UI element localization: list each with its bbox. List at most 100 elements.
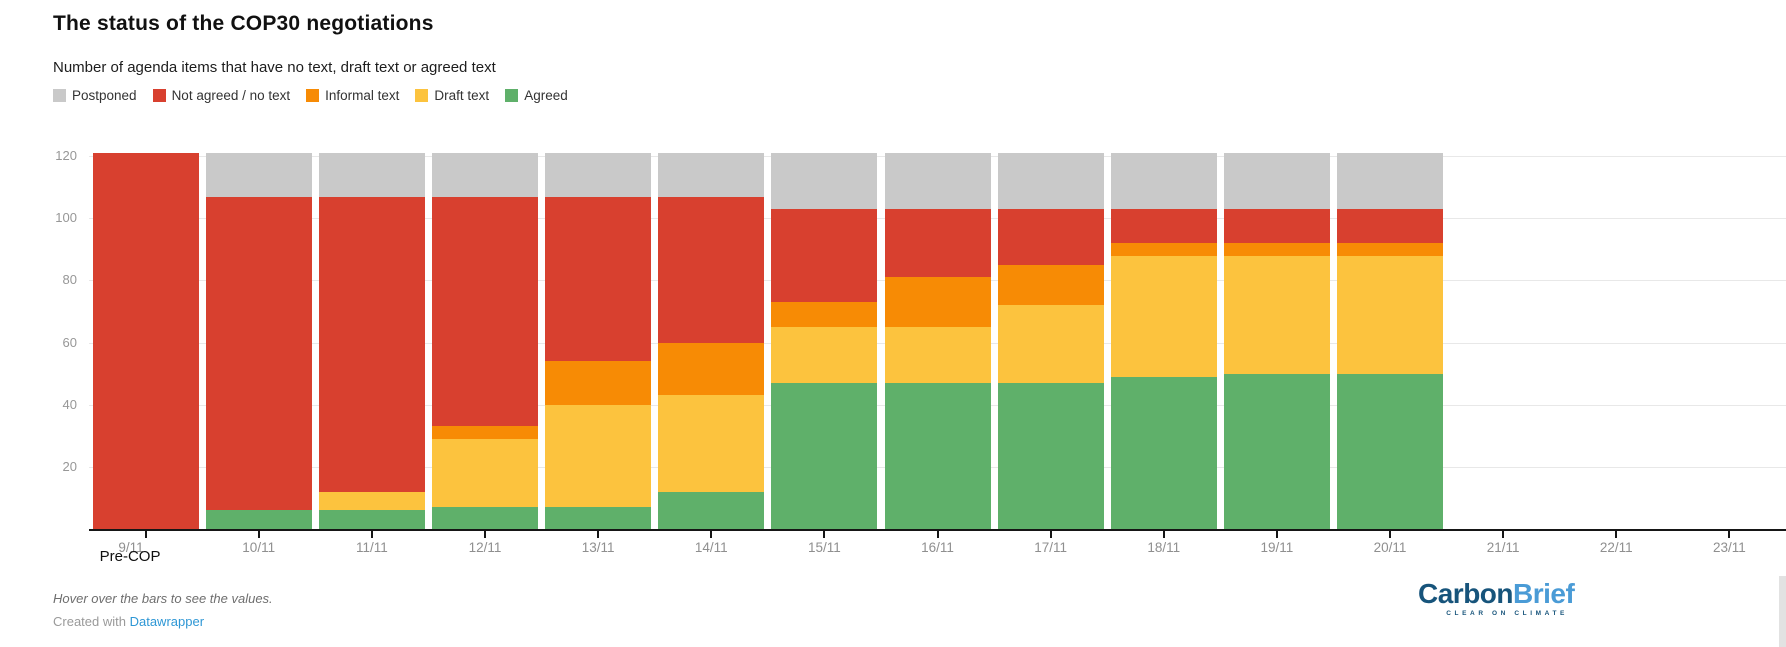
bar-segment-agreed[interactable]: [997, 382, 1104, 529]
bar-segment-informal-text[interactable]: [658, 342, 765, 396]
plot-area: 20 40 60 80 100 120: [0, 149, 1786, 529]
bar-segment-not-agreed-no-text[interactable]: [997, 208, 1104, 265]
bar-segment-not-agreed-no-text[interactable]: [318, 196, 425, 492]
x-tick: [1049, 531, 1052, 538]
x-tick: [597, 531, 600, 538]
y-tick-label: 40: [62, 396, 77, 412]
bar-segment-postponed[interactable]: [884, 153, 991, 209]
bar-segment-informal-text[interactable]: [545, 361, 652, 405]
bar-segment-postponed[interactable]: [205, 153, 312, 197]
x-tick-label: 13/11: [581, 540, 615, 555]
bar-segment-not-agreed-no-text[interactable]: [884, 208, 991, 278]
bar-segment-informal-text[interactable]: [1337, 243, 1444, 256]
bar-segment-postponed[interactable]: [545, 153, 652, 197]
bar-segment-not-agreed-no-text[interactable]: [92, 153, 199, 529]
legend-label: Not agreed / no text: [171, 88, 291, 103]
bar-segment-agreed[interactable]: [1223, 373, 1330, 529]
y-tick-label: 120: [55, 148, 77, 164]
logo-brief-text: Brief: [1513, 578, 1575, 609]
bar-segment-agreed[interactable]: [884, 382, 991, 529]
x-tick-label-precop: Pre-COP: [99, 548, 161, 565]
bar-segment-postponed[interactable]: [1223, 153, 1330, 209]
bar-segment-postponed[interactable]: [1337, 153, 1444, 209]
bar-column[interactable]: [884, 153, 991, 529]
x-tick: [144, 531, 147, 538]
bar-segment-not-agreed-no-text[interactable]: [771, 208, 878, 303]
bar-segment-not-agreed-no-text[interactable]: [1223, 208, 1330, 244]
bar-column[interactable]: [997, 153, 1104, 529]
bar-segment-postponed[interactable]: [431, 153, 538, 197]
bar-column[interactable]: [1337, 153, 1444, 529]
bar-column[interactable]: [205, 153, 312, 529]
bar-segment-draft-text[interactable]: [431, 438, 538, 508]
x-tick-label: 23/11: [1713, 540, 1746, 555]
legend-swatch: [53, 89, 66, 102]
bar-column[interactable]: [658, 153, 765, 529]
bar-segment-draft-text[interactable]: [771, 327, 878, 383]
x-tick-label: 15/11: [807, 540, 841, 555]
x-tick: [710, 531, 713, 538]
bar-column[interactable]: [771, 153, 878, 529]
bar-segment-not-agreed-no-text[interactable]: [545, 196, 652, 362]
x-tick: [1275, 531, 1278, 538]
bar-segment-not-agreed-no-text[interactable]: [205, 196, 312, 511]
legend-swatch: [505, 89, 519, 102]
bar-column[interactable]: [92, 153, 199, 529]
bar-segment-agreed[interactable]: [431, 507, 538, 529]
bar-segment-informal-text[interactable]: [997, 264, 1104, 306]
y-tick-label: 80: [62, 272, 77, 288]
x-tick-label: 10/11: [242, 540, 276, 555]
bar-segment-informal-text[interactable]: [431, 426, 538, 439]
bar-segment-agreed[interactable]: [1110, 376, 1217, 529]
bar-segment-draft-text[interactable]: [1110, 255, 1217, 377]
bar-segment-draft-text[interactable]: [997, 305, 1104, 383]
x-tick-label: 11/11: [355, 540, 388, 555]
bar-segment-informal-text[interactable]: [771, 302, 878, 328]
x-tick-label: 22/11: [1599, 540, 1633, 555]
bar-segment-agreed[interactable]: [771, 382, 878, 529]
bar-segment-not-agreed-no-text[interactable]: [658, 196, 765, 343]
bar-segment-postponed[interactable]: [1110, 153, 1217, 209]
bar-segment-agreed[interactable]: [318, 510, 425, 529]
bar-segment-draft-text[interactable]: [545, 404, 652, 508]
bar-segment-postponed[interactable]: [997, 153, 1104, 209]
bar-segment-draft-text[interactable]: [884, 327, 991, 383]
x-tick-label: 21/11: [1486, 540, 1520, 555]
x-tick-label: 14/11: [694, 540, 728, 555]
bar-segment-agreed[interactable]: [545, 507, 652, 529]
legend-swatch: [152, 89, 166, 102]
bar-column[interactable]: [318, 153, 425, 529]
x-tick-label: 9/11: [118, 540, 144, 555]
scrollbar[interactable]: [1779, 576, 1786, 647]
bar-segment-postponed[interactable]: [771, 153, 878, 209]
x-axis-line: [89, 529, 1786, 531]
bar-segment-draft-text[interactable]: [318, 491, 425, 511]
bar-segment-informal-text[interactable]: [1110, 243, 1217, 256]
bar-segment-agreed[interactable]: [205, 510, 312, 529]
bar-segment-informal-text[interactable]: [884, 277, 991, 328]
bar-segment-draft-text[interactable]: [1337, 255, 1444, 374]
legend-swatch: [415, 89, 429, 102]
x-tick: [483, 531, 486, 538]
datawrapper-link[interactable]: Datawrapper: [129, 614, 205, 629]
bar-segment-not-agreed-no-text[interactable]: [1337, 208, 1444, 244]
bar-segment-agreed[interactable]: [658, 491, 765, 529]
x-tick-label: 17/11: [1034, 540, 1068, 555]
x-tick: [1615, 531, 1618, 538]
legend-item: Draft text: [415, 88, 489, 103]
x-tick: [1389, 531, 1392, 538]
bar-segment-postponed[interactable]: [658, 153, 765, 197]
legend-item: Not agreed / no text: [152, 88, 291, 103]
bar-column[interactable]: [1223, 153, 1330, 529]
bar-segment-postponed[interactable]: [318, 153, 425, 197]
bar-column[interactable]: [545, 153, 652, 529]
carbonbrief-logo: CarbonBrief CLEAR ON CLIMATE: [1418, 579, 1575, 618]
bar-segment-agreed[interactable]: [1337, 373, 1444, 529]
bar-segment-draft-text[interactable]: [1223, 255, 1330, 374]
bar-segment-informal-text[interactable]: [1223, 243, 1330, 256]
bar-segment-draft-text[interactable]: [658, 395, 765, 492]
bar-segment-not-agreed-no-text[interactable]: [431, 196, 538, 427]
bar-column[interactable]: [1110, 153, 1217, 529]
bar-segment-not-agreed-no-text[interactable]: [1110, 208, 1217, 244]
bar-column[interactable]: [431, 153, 538, 529]
